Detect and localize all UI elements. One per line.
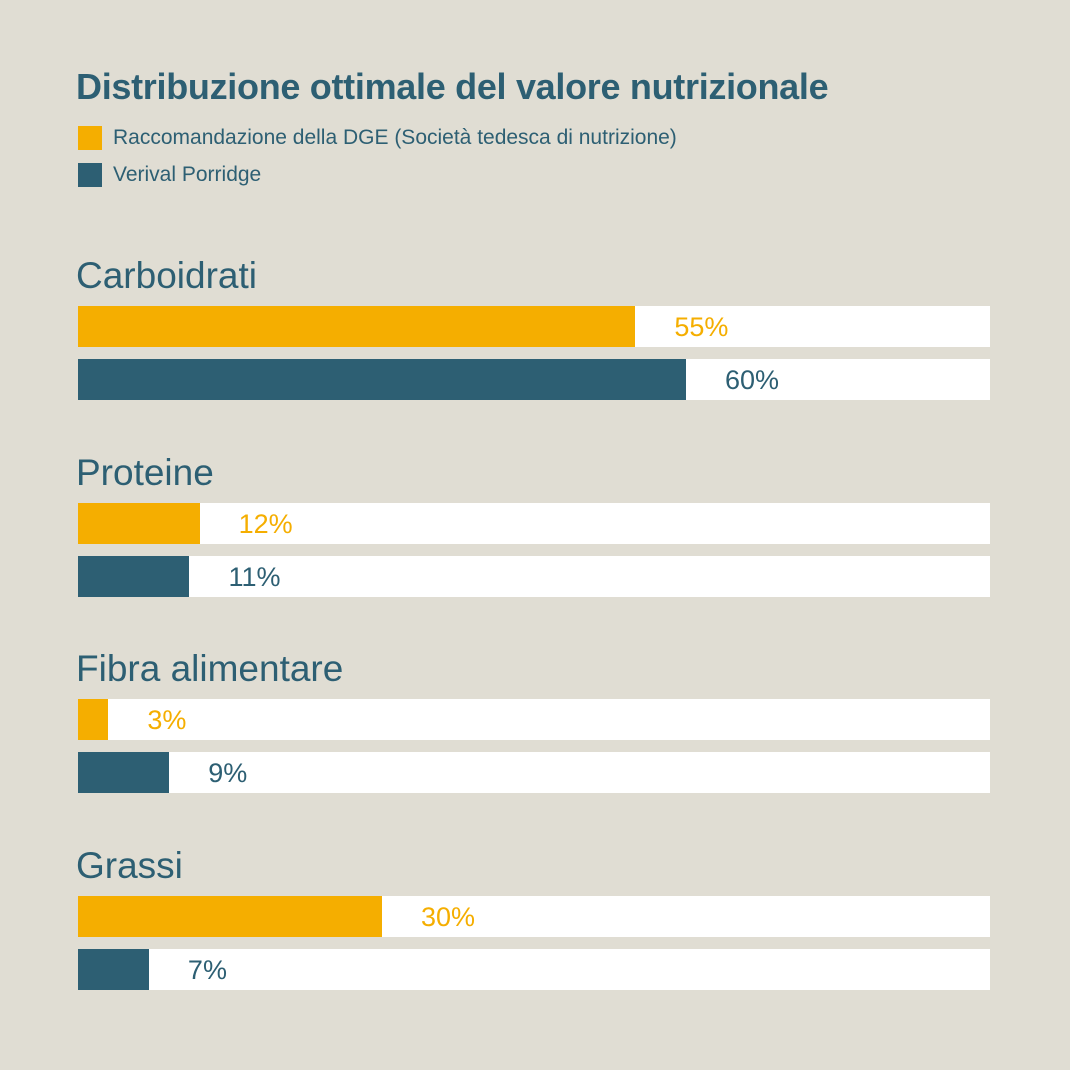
data-label: 3%	[147, 705, 187, 735]
bar	[78, 556, 190, 597]
legend-label: Verival Porridge	[113, 163, 262, 186]
bar-track: 11%	[78, 556, 990, 597]
data-label: 30%	[421, 902, 476, 932]
category-group: Carboidrati 55% 60%	[76, 255, 990, 416]
category-label: Fibra alimentare	[76, 648, 344, 689]
bar-track: 7%	[78, 949, 990, 990]
category-label: Proteine	[76, 452, 214, 493]
chart-title: Distribuzione ottimale del valore nutriz…	[76, 66, 829, 107]
bar-track: 30%	[78, 896, 990, 937]
legend-swatch-blue	[78, 163, 102, 187]
category-group: Proteine 12% 11%	[76, 452, 990, 613]
data-label: 55%	[674, 312, 729, 342]
bar-track: 60%	[78, 359, 990, 400]
bar	[78, 699, 109, 740]
legend-item-dge: Raccomandazione della DGE (Società tedes…	[78, 126, 677, 150]
bar	[78, 949, 149, 990]
bar	[78, 359, 686, 400]
bar-track: 12%	[78, 503, 990, 544]
category-group: Grassi 30% 7%	[76, 845, 990, 1006]
bar-track: 55%	[78, 306, 990, 347]
data-label: 12%	[238, 509, 293, 539]
legend-swatch-orange	[78, 126, 102, 150]
bar	[78, 306, 636, 347]
category-label: Grassi	[76, 845, 183, 886]
legend-item-verival: Verival Porridge	[78, 163, 261, 187]
legend-label: Raccomandazione della DGE (Società tedes…	[113, 126, 677, 149]
bar-track: 9%	[78, 752, 990, 793]
bar-track: 3%	[78, 699, 990, 740]
category-label: Carboidrati	[76, 255, 257, 296]
category-group: Fibra alimentare 3% 9%	[76, 648, 990, 809]
data-label: 7%	[187, 955, 227, 985]
bar	[78, 503, 200, 544]
bar	[78, 896, 382, 937]
data-label: 11%	[228, 562, 281, 592]
data-label: 9%	[208, 758, 248, 788]
data-label: 60%	[725, 365, 780, 395]
bar	[78, 752, 170, 793]
